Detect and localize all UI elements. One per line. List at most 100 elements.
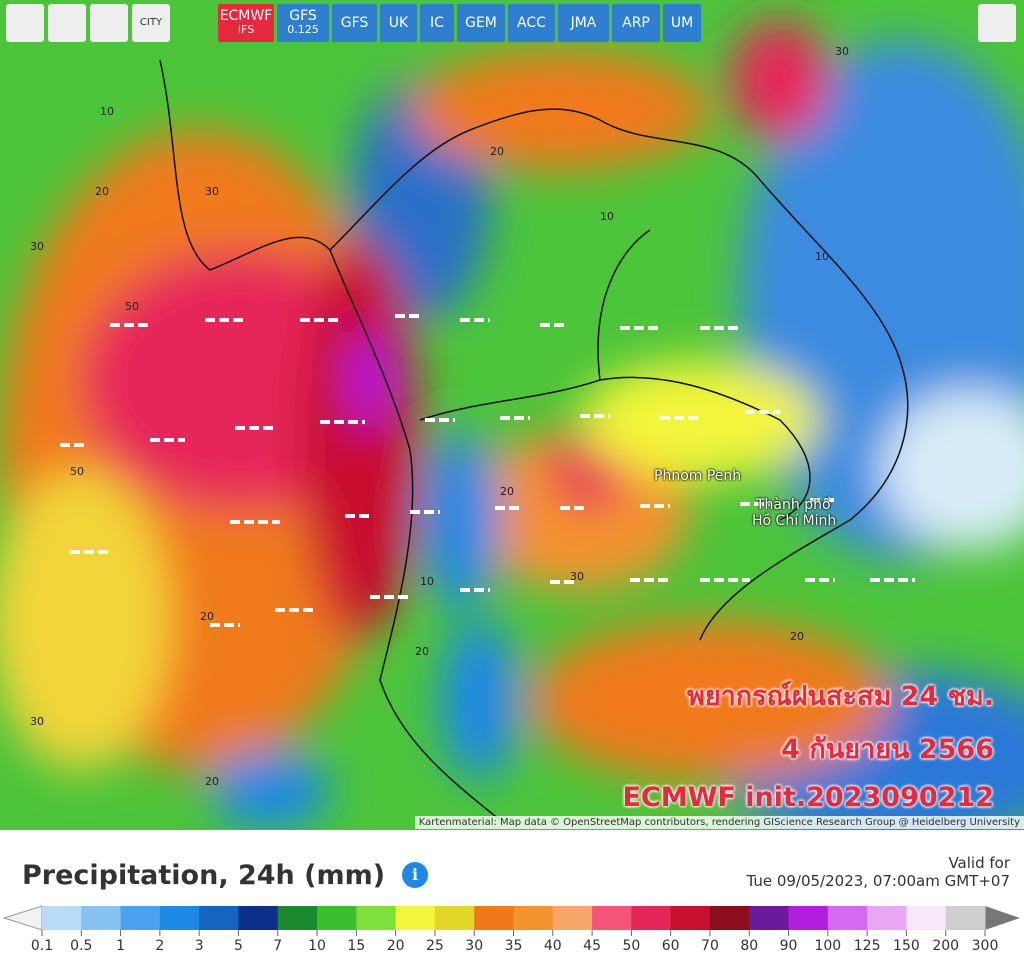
contour-label: 10 [420,575,434,588]
attribution: Kartenmaterial: Map data © OpenStreetMap… [414,816,1024,829]
scale-label: 70 [701,938,719,954]
scale-swatch [81,906,122,930]
model-button[interactable]: GEM [457,4,505,42]
tool-button[interactable] [90,4,128,42]
model-button[interactable]: IC [420,4,454,42]
contour-label: 50 [70,465,84,478]
contour-label: 30 [30,240,44,253]
model-name: GFS [340,14,369,31]
scale-label: 0.5 [70,938,92,954]
model-name: ARP [622,14,650,31]
scale-label: 40 [544,938,562,954]
contour-label: 20 [205,775,219,788]
tool-button[interactable] [48,4,86,42]
scale-label: 35 [505,938,523,954]
info-button[interactable]: i [402,862,428,888]
scale-swatch [513,906,554,930]
model-button[interactable]: ACC [508,4,555,42]
scale-swatch [317,906,357,930]
scale-swatch [631,906,672,930]
scale-arrow-left [2,905,43,931]
scale-swatch [199,906,239,930]
scale-label: 125 [854,938,881,954]
model-name: ECMWF [219,8,273,24]
contour-label: 20 [95,185,109,198]
scale-swatch [552,906,593,930]
model-button[interactable]: ECMWF IFS [218,4,274,42]
scale-swatch [434,906,475,930]
scale-label: 50 [622,938,640,954]
scale-label: 60 [662,938,680,954]
tool-button[interactable] [6,4,44,42]
overlay-line: 4 กันยายน 2566 [781,734,994,765]
scale-swatch [120,906,161,930]
scale-swatch [277,906,318,930]
contour-label: 20 [490,145,504,158]
contour-label: 10 [600,210,614,223]
contour-label: 20 [200,610,214,623]
scale-label: 5 [234,938,243,954]
place-label: Hồ Chí Minh [752,513,837,529]
scale-label: 3 [195,938,204,954]
precip-field [0,20,1024,830]
contour-label: 30 [30,715,44,728]
color-scale: 0.1 0.5 1 2 3 5 7 10 15 20 25 30 35 40 45 50 60 70 80 90 100… [2,905,1020,954]
model-button[interactable]: GFS 0.125 [277,4,329,42]
model-button[interactable]: GFS [332,4,377,42]
scale-label: 1 [116,938,125,954]
scale-swatch [238,906,279,930]
scale-label: 7 [273,938,282,954]
model-button[interactable]: ARP [612,4,660,42]
scale-swatch [749,906,790,930]
model-name: ACC [517,14,546,31]
model-name: JMA [570,14,597,31]
scale-label: 2 [155,938,164,954]
scale-swatch [592,906,632,930]
scale-swatch [945,906,986,930]
city-toggle[interactable]: CITY [132,4,170,42]
scale-swatch [670,906,711,930]
scale-label: 200 [932,938,959,954]
contour-label: 30 [835,45,849,58]
scale-label: 100 [814,938,841,954]
wind-arrows [60,314,915,627]
scale-swatch [788,906,829,930]
scale-swatch [867,906,907,930]
scale-swatch [395,906,436,930]
scale-swatch [474,906,514,930]
model-name: GFS [289,8,317,24]
scale-label: 0.1 [31,938,53,954]
legend-title: Precipitation, 24h (mm) [22,860,386,891]
valid-time: Valid for Tue 09/05/2023, 07:00am GMT+07 [746,854,1010,890]
map[interactable] [0,0,1024,830]
model-button[interactable]: UM [663,4,701,42]
scale-label: 300 [972,938,999,954]
scale-label: 30 [465,938,483,954]
valid-value: Tue 09/05/2023, 07:00am GMT+07 [746,872,1010,890]
scale-label: 80 [740,938,758,954]
model-button[interactable]: JMA [558,4,609,42]
scale-arrow-right [985,906,1020,930]
share-button[interactable] [978,4,1016,42]
model-button[interactable]: UK [380,4,417,42]
contour-label: 10 [815,250,829,263]
contour-label: 20 [500,485,514,498]
overlay-line: ECMWF init.2023090212 [622,782,994,813]
model-sub: 0.125 [287,23,319,36]
scale-swatch [356,906,397,930]
contour-label: 30 [205,185,219,198]
contour-label: 10 [100,105,114,118]
scale-label: 20 [387,938,405,954]
contour-label: 30 [570,570,584,583]
scale-swatch [159,906,200,930]
contour-label: 50 [125,300,139,313]
scale-label: 25 [426,938,444,954]
scale-label: 150 [893,938,920,954]
place-label: Thành phố [756,497,831,513]
model-sub: IFS [237,23,255,36]
model-name: UK [388,14,409,31]
scale-swatch [42,906,82,930]
place-label: Phnom Penh [654,468,742,484]
model-name: GEM [465,14,497,31]
legend: Precipitation, 24h (mm) i Valid for Tue 0… [0,830,1024,959]
